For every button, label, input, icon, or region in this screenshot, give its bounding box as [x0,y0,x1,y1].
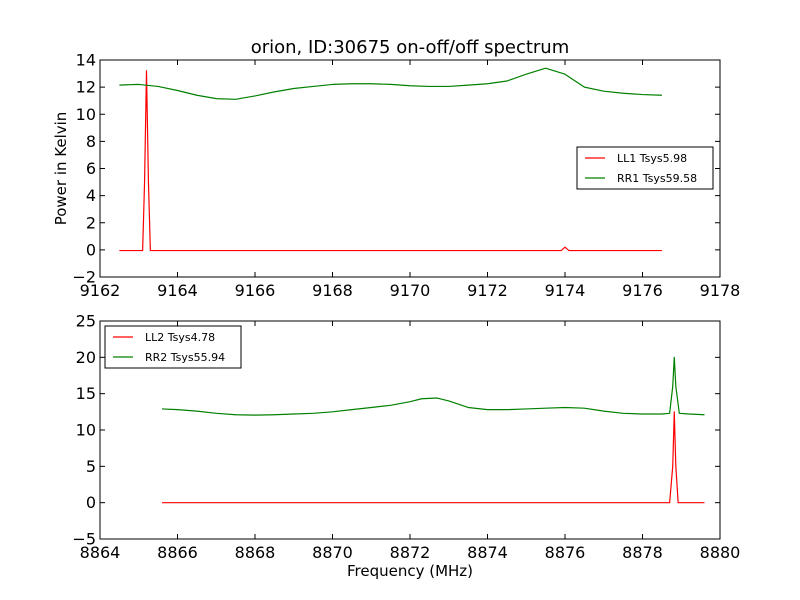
y-tick-label: 6 [86,159,96,178]
legend-box [576,146,714,190]
x-tick-label: 9172 [467,281,508,300]
y-tick-label: 0 [86,493,96,512]
y-tick-label: 0 [86,240,96,259]
x-tick-label: 8866 [157,543,198,562]
legend-entry: LL1 Tsys5.98 [617,152,687,165]
x-tick-label: 9166 [235,281,276,300]
series-line-green [119,67,662,100]
x-tick-label: 9168 [312,281,353,300]
series-line-red [119,70,662,252]
legend-entry: LL2 Tsys4.78 [145,331,215,344]
x-tick-label: 8870 [312,543,353,562]
y-tick-label: 12 [76,78,96,97]
y-tick-label: 10 [76,421,96,440]
x-tick-label: 9162 [80,281,121,300]
x-tick-label: 9164 [157,281,198,300]
legend: LL2 Tsys4.78 RR2 Tsys55.94 [104,325,242,369]
top-panel: 9162 9164 9166 9168 9170 9172 9174 9176 9178 −2 0 2… [52,37,740,300]
x-tick-label: 8876 [545,543,586,562]
legend-entry: RR1 Tsys59.58 [617,172,697,185]
x-tick-label: 8864 [80,543,121,562]
legend-entry: RR2 Tsys55.94 [145,351,225,364]
y-tick-label: 25 [76,312,96,331]
y-tick-label: 10 [76,105,96,124]
series-line-green [161,356,705,416]
x-tick-label: 8868 [235,543,276,562]
x-tick-label: 9174 [545,281,586,300]
x-tick-label: 8872 [390,543,431,562]
x-tick-label: 9170 [390,281,431,300]
x-tick-label: 8874 [467,543,508,562]
y-axis-label: Power in Kelvin [52,112,70,226]
x-tick-label: 8880 [700,543,741,562]
legend-box [104,325,242,369]
y-tick-label: 20 [76,348,96,367]
x-axis-label: Frequency (MHz) [347,562,473,580]
y-tick-label: 14 [76,51,96,70]
legend: LL1 Tsys5.98 RR1 Tsys59.58 [576,146,714,190]
y-tick-label: 5 [86,457,96,476]
x-tick-label: 8878 [622,543,663,562]
y-tick-label: 8 [86,132,96,151]
y-tick-label: 4 [86,186,96,205]
y-tick-label: 15 [76,384,96,403]
chart-title: orion, ID:30675 on-off/off spectrum [251,37,570,58]
y-tick-label: −2 [72,268,96,287]
x-tick-label: 9178 [700,281,741,300]
bottom-panel: 8864 8866 8868 8870 8872 8874 8876 8878 8880 −5 0 5… [72,312,740,581]
x-tick-label: 9176 [622,281,663,300]
y-tick-label: 2 [86,213,96,232]
series-line-red [162,411,705,504]
y-tick-label: −5 [72,530,96,549]
